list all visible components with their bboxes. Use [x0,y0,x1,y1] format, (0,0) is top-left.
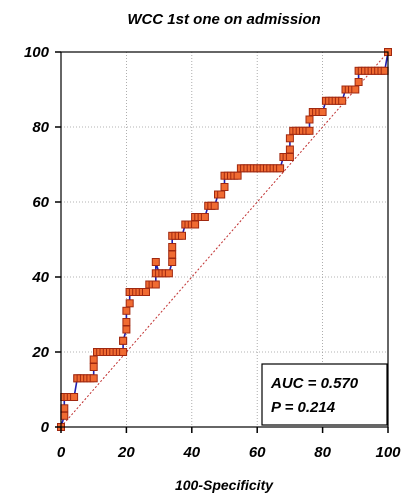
roc-point [351,85,360,94]
auc-label: AUC = 0.570 [270,375,359,392]
roc-point [142,288,150,296]
y-tick-label: 0 [41,419,50,436]
roc-point [60,411,69,420]
roc-point [122,325,131,334]
chart-title: WCC 1st one on admission [127,11,320,28]
x-tick-label: 100 [375,444,401,461]
roc-point [122,318,131,326]
roc-point [191,220,200,229]
roc-point [338,96,347,105]
x-axis-title: 100-Specificity [175,477,274,493]
roc-point [151,258,160,266]
roc-point [168,250,177,259]
roc-point [200,213,209,221]
roc-point [354,78,363,86]
roc-point [60,404,69,413]
y-tick-label: 100 [24,44,50,61]
roc-point [285,153,294,161]
roc-point [119,348,128,356]
roc-point [125,299,134,308]
roc-point [70,393,79,401]
roc-point [217,190,226,199]
plot-frame [60,51,389,428]
roc-point [380,66,389,75]
x-axis-ticks: 0 20 40 60 80 100 [57,427,401,461]
y-axis-ticks: 0 20 40 60 80 100 [24,44,61,436]
x-tick-label: 20 [117,444,135,461]
roc-point [151,280,160,289]
roc-point [210,201,219,210]
p-value-label: P = 0.214 [271,399,336,416]
roc-curve-markers [57,48,392,431]
roc-point [89,355,98,364]
roc-point [276,164,285,173]
y-tick-label: 40 [31,269,49,286]
stats-box [261,363,388,426]
roc-point [168,243,177,251]
x-tick-label: 80 [314,444,331,461]
roc-point [122,306,131,315]
roc-point [164,269,173,278]
roc-point [89,363,98,371]
roc-point [305,115,314,124]
roc-point [89,374,98,383]
x-tick-label: 0 [57,444,66,461]
x-tick-label: 60 [249,444,266,461]
roc-point [285,145,294,154]
roc-point [318,108,327,116]
roc-point [119,336,128,345]
y-tick-label: 80 [32,119,49,136]
roc-point [233,171,242,180]
reference-diagonal [60,51,389,428]
x-tick-label: 40 [182,444,200,461]
roc-point [220,183,229,191]
y-tick-label: 60 [32,194,49,211]
y-tick-label: 20 [31,344,49,361]
roc-point [285,134,294,143]
roc-point [305,126,314,135]
roc-point [178,231,186,240]
roc-point [168,258,177,266]
